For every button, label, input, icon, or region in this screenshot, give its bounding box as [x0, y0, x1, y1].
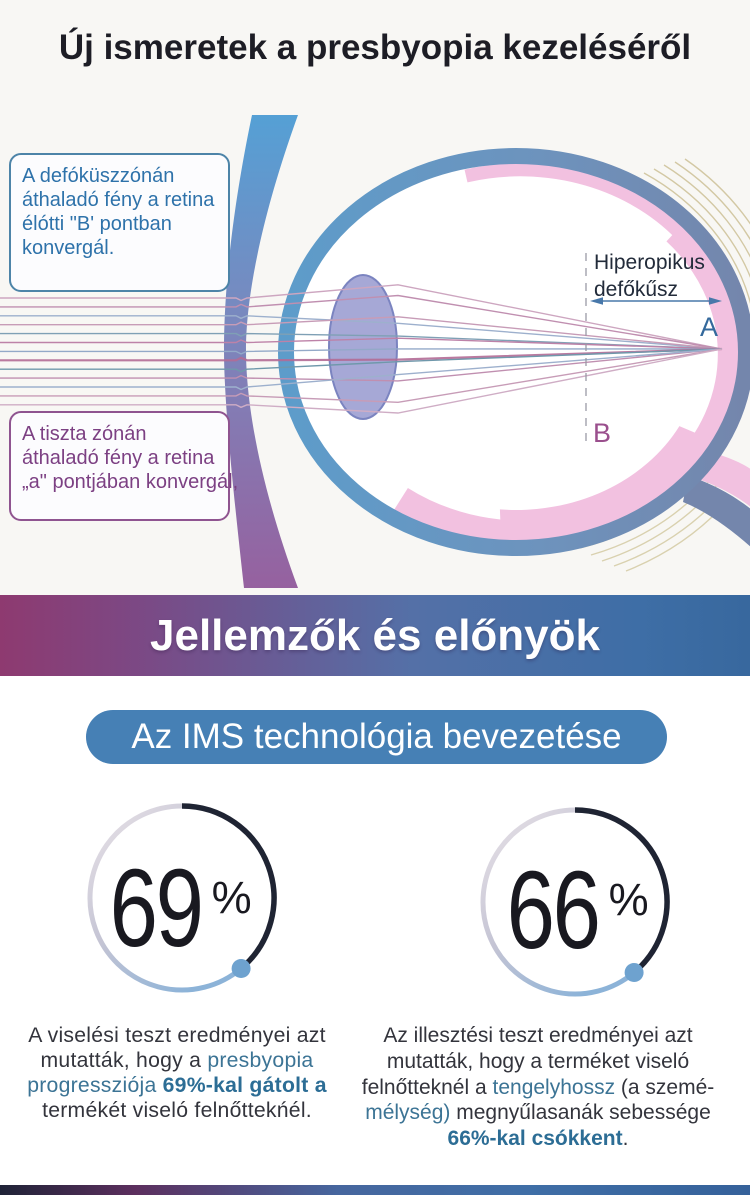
svg-text:A: A	[700, 312, 718, 342]
svg-text:Hiperopikus: Hiperopikus	[594, 251, 705, 274]
svg-text:defőkűsz: defőkűsz	[594, 278, 678, 301]
svg-text:B: B	[593, 418, 611, 448]
